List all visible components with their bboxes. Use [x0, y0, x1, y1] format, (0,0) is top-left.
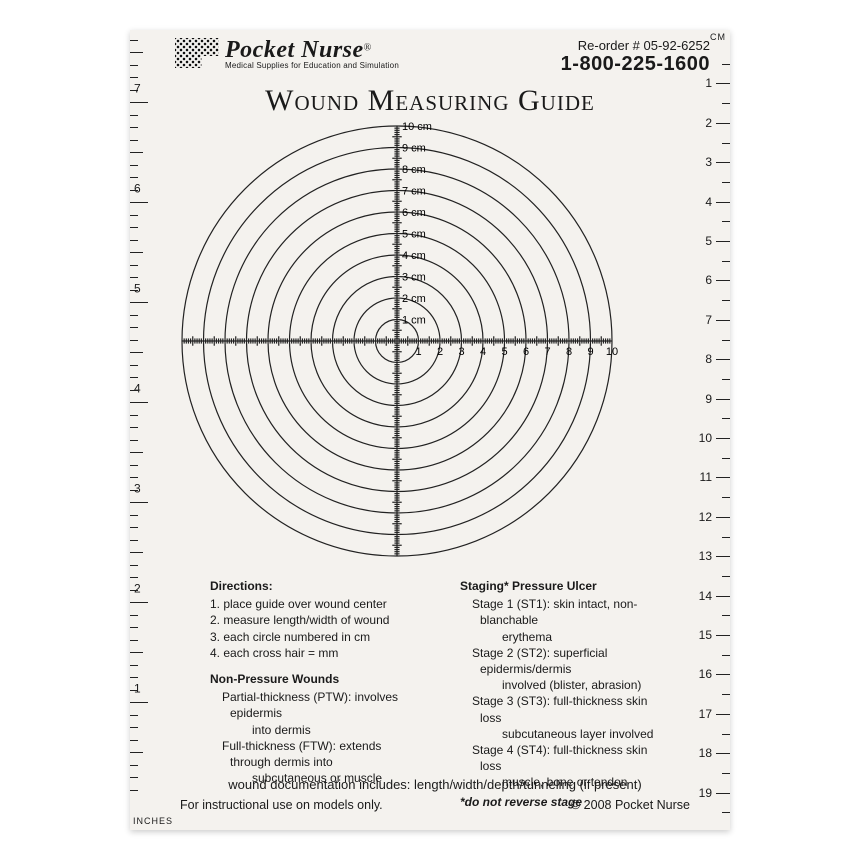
ring-label-v: 9 cm: [402, 143, 426, 155]
reorder-number: Re-order # 05-92-6252: [561, 38, 710, 53]
ruler-inches: INCHES 1234567: [130, 30, 168, 830]
cm-label: 10: [699, 431, 712, 445]
staging-item: Stage 1 (ST1): skin intact, non-blanchab…: [460, 596, 670, 628]
ring-label-h: 6: [523, 346, 529, 358]
direction-item: 1. place guide over wound center: [210, 596, 420, 612]
cm-label: 6: [705, 273, 712, 287]
registered-mark: ®: [364, 43, 372, 54]
nonpressure-item: Partial-thickness (PTW): involves epider…: [210, 689, 420, 721]
reorder-block: Re-order # 05-92-6252 1-800-225-1600: [561, 38, 710, 76]
ring-label-h: 2: [437, 346, 443, 358]
ring-label-v: 1 cm: [402, 315, 426, 327]
staging-item-cont: involved (blister, abrasion): [460, 677, 670, 693]
ring-label-h: 4: [480, 346, 486, 358]
cm-label: 18: [699, 746, 712, 760]
brand-block: Pocket Nurse® Medical Supplies for Educa…: [175, 38, 399, 70]
cm-label: 8: [705, 352, 712, 366]
direction-item: 3. each circle numbered in cm: [210, 629, 420, 645]
col-right: Staging* Pressure Ulcer Stage 1 (ST1): s…: [460, 578, 670, 811]
ruler-cm-label: CM: [710, 32, 726, 42]
nonpressure-heading: Non-Pressure Wounds: [210, 671, 420, 687]
cm-label: 3: [705, 155, 712, 169]
wound-guide-card: Pocket Nurse® Medical Supplies for Educa…: [130, 30, 730, 830]
brand-name: Pocket Nurse: [225, 37, 364, 63]
staging-item-cont: erythema: [460, 629, 670, 645]
nonpressure-item-cont: into dermis: [210, 722, 420, 738]
header: Pocket Nurse® Medical Supplies for Educa…: [175, 38, 710, 76]
ring-label-h: 1: [415, 346, 421, 358]
cm-label: 5: [705, 234, 712, 248]
cm-label: 4: [705, 195, 712, 209]
brand-logo-icon: [175, 38, 219, 68]
ring-label-v: 7 cm: [402, 186, 426, 198]
ring-label-h: 10: [606, 346, 618, 358]
ring-label-h: 5: [501, 346, 507, 358]
ruler-cm: CM 12345678910111213141516171819: [696, 30, 730, 830]
ring-label-h: 7: [544, 346, 550, 358]
ring-label-v: 2 cm: [402, 293, 426, 305]
staging-heading: Staging* Pressure Ulcer: [460, 578, 670, 594]
ring-label-v: 6 cm: [402, 207, 426, 219]
staging-item: Stage 3 (ST3): full-thickness skin loss: [460, 693, 670, 725]
directions-heading: Directions:: [210, 578, 420, 594]
footer-copyright: © 2008 Pocket Nurse: [571, 798, 690, 812]
ring-label-h: 8: [566, 346, 572, 358]
ring-label-v: 4 cm: [402, 250, 426, 262]
footer-doc: wound documentation includes: length/wid…: [228, 777, 641, 792]
cm-label: 16: [699, 667, 712, 681]
ring-label-h: 3: [458, 346, 464, 358]
ring-label-v: 10 cm: [402, 121, 432, 133]
cm-label: 19: [699, 786, 712, 800]
direction-item: 2. measure length/width of wound: [210, 612, 420, 628]
cm-label: 17: [699, 707, 712, 721]
bullseye-chart: 1 cm2 cm3 cm4 cm5 cm6 cm7 cm8 cm9 cm10 c…: [182, 126, 612, 556]
cm-label: 11: [700, 470, 712, 484]
ring-label-v: 8 cm: [402, 164, 426, 176]
cm-label: 9: [705, 392, 712, 406]
cm-label: 14: [699, 589, 712, 603]
cm-label: 2: [705, 116, 712, 130]
ring-label-v: 5 cm: [402, 229, 426, 241]
footer: wound documentation includes: length/wid…: [180, 777, 690, 812]
cm-label: 13: [699, 549, 712, 563]
staging-item: Stage 2 (ST2): superficial epidermis/der…: [460, 645, 670, 677]
footer-use: For instructional use on models only.: [180, 798, 383, 812]
col-left: Directions: 1. place guide over wound ce…: [210, 578, 420, 811]
direction-item: 4. each cross hair = mm: [210, 645, 420, 661]
instruction-columns: Directions: 1. place guide over wound ce…: [210, 578, 670, 811]
cm-label: 1: [705, 76, 712, 90]
cm-label: 7: [705, 313, 712, 327]
nonpressure-item: Full-thickness (FTW): extends through de…: [210, 738, 420, 770]
cm-label: 12: [699, 510, 712, 524]
reorder-phone: 1-800-225-1600: [561, 53, 710, 76]
card-title: Wound Measuring Guide: [130, 84, 730, 118]
ring-label-h: 9: [587, 346, 593, 358]
staging-item: Stage 4 (ST4): full-thickness skin loss: [460, 742, 670, 774]
staging-item-cont: subcutaneous layer involved: [460, 726, 670, 742]
cm-label: 15: [699, 628, 712, 642]
brand-tagline: Medical Supplies for Education and Simul…: [225, 62, 399, 70]
ruler-inches-label: INCHES: [133, 816, 173, 826]
ring-label-v: 3 cm: [402, 272, 426, 284]
